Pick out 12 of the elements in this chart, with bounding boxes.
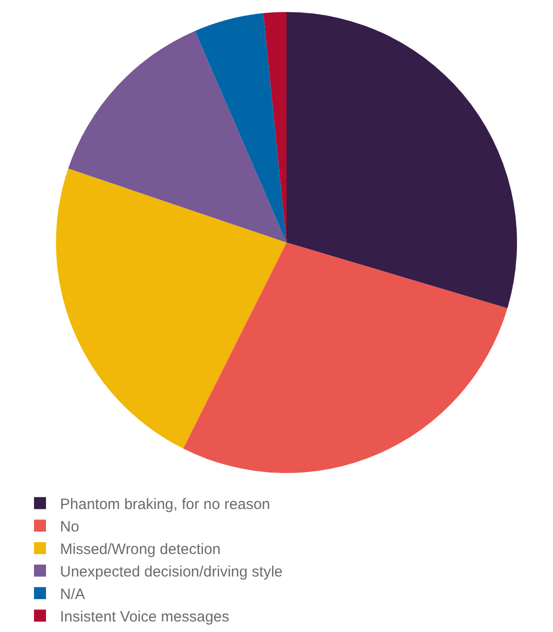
legend-label: No bbox=[60, 518, 80, 536]
legend-label: Unexpected decision/driving style bbox=[60, 563, 283, 580]
pie-slice bbox=[183, 242, 508, 473]
pie-slice bbox=[286, 12, 517, 308]
legend-label: Missed/Wrong detection bbox=[60, 540, 221, 558]
pie-slice bbox=[263, 12, 286, 242]
pie-slice bbox=[56, 168, 286, 449]
legend-label: Phantom braking, for no reason bbox=[60, 496, 270, 513]
pie-slice bbox=[194, 13, 286, 242]
legend-label: Insistent Voice messages bbox=[60, 608, 230, 626]
pie-slice bbox=[68, 30, 286, 242]
legend-label: N/A bbox=[60, 586, 86, 603]
